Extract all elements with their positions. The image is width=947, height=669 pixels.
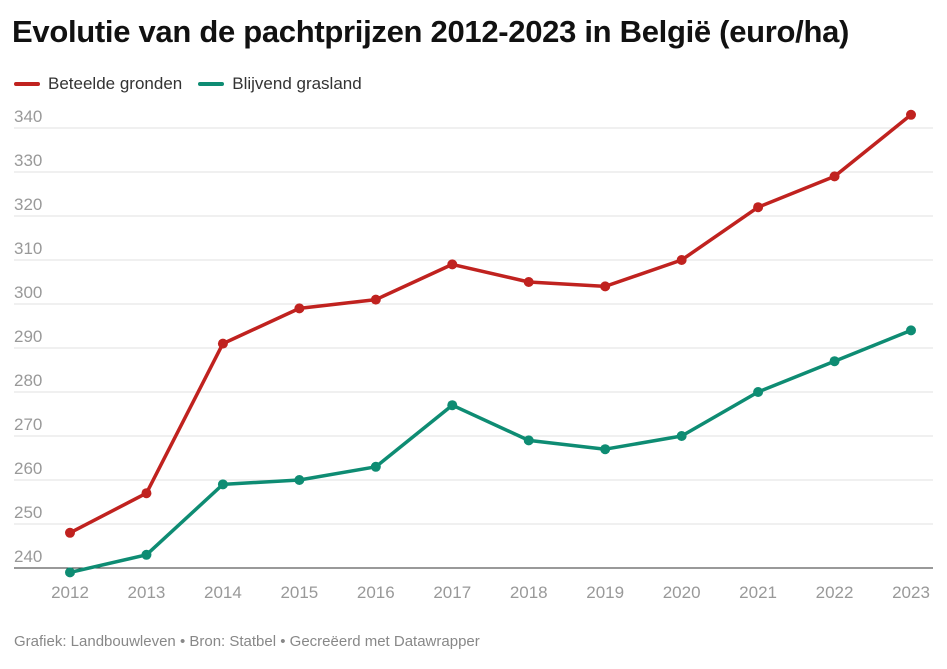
x-tick-label: 2016 xyxy=(357,583,395,602)
y-tick-label: 320 xyxy=(14,195,42,214)
data-point-beteelde-gronden xyxy=(447,259,458,270)
legend-label-beteelde-gronden: Beteelde gronden xyxy=(48,74,183,93)
legend: Beteelde gronden Blijvend grasland xyxy=(14,74,378,94)
y-tick-label: 250 xyxy=(14,503,42,522)
legend-item-blijvend-grasland: Blijvend grasland xyxy=(198,74,362,94)
x-tick-label: 2014 xyxy=(204,583,242,602)
legend-swatch-beteelde-gronden xyxy=(14,82,40,86)
x-tick-label: 2013 xyxy=(128,583,166,602)
data-point-blijvend-grasland xyxy=(447,400,458,411)
data-point-blijvend-grasland xyxy=(141,549,152,560)
chart-title: Evolutie van de pachtprijzen 2012-2023 i… xyxy=(12,14,850,49)
series-layer xyxy=(65,109,916,578)
data-point-blijvend-grasland xyxy=(906,325,916,336)
y-tick-label: 240 xyxy=(14,547,42,566)
data-point-beteelde-gronden xyxy=(370,294,381,305)
series-line-beteelde-gronden xyxy=(68,113,913,535)
data-point-blijvend-grasland xyxy=(600,444,611,455)
x-tick-label: 2022 xyxy=(816,583,854,602)
legend-item-beteelde-gronden: Beteelde gronden xyxy=(14,74,182,94)
y-tick-label: 280 xyxy=(14,371,42,390)
data-point-beteelde-gronden xyxy=(676,255,687,265)
x-tick-label: 2019 xyxy=(586,583,624,602)
x-tick-label: 2012 xyxy=(51,583,89,602)
grid-layer xyxy=(14,127,933,569)
axis-layer: 240 250 260 270 280 290 300 310 320 330 340 2012 201… xyxy=(14,107,930,602)
x-tick-label: 2018 xyxy=(510,583,548,602)
data-point-beteelde-gronden xyxy=(217,338,228,349)
y-tick-label: 300 xyxy=(14,283,42,302)
legend-label-blijvend-grasland: Blijvend grasland xyxy=(232,74,362,93)
data-point-blijvend-grasland xyxy=(753,387,764,397)
data-point-beteelde-gronden xyxy=(141,488,152,499)
data-point-beteelde-gronden xyxy=(65,527,75,538)
x-tick-label: 2015 xyxy=(280,583,318,602)
y-tick-label: 330 xyxy=(14,151,42,170)
data-point-blijvend-grasland xyxy=(65,567,75,578)
data-point-beteelde-gronden xyxy=(753,202,764,213)
data-point-blijvend-grasland xyxy=(829,356,840,367)
x-tick-label: 2017 xyxy=(433,583,471,602)
footer-credits: Grafiek: Landbouwleven • Bron: Statbel •… xyxy=(14,633,480,650)
data-point-blijvend-grasland xyxy=(294,475,305,485)
y-tick-label: 270 xyxy=(14,415,42,434)
data-point-beteelde-gronden xyxy=(829,171,840,182)
x-tick-label: 2023 xyxy=(892,583,930,602)
data-point-beteelde-gronden xyxy=(294,303,305,314)
data-point-blijvend-grasland xyxy=(523,435,534,446)
data-point-blijvend-grasland xyxy=(217,479,228,490)
y-tick-label: 310 xyxy=(14,239,42,258)
y-tick-label: 260 xyxy=(14,459,42,478)
data-point-beteelde-gronden xyxy=(600,281,611,292)
x-tick-label: 2021 xyxy=(739,583,777,602)
legend-swatch-blijvend-grasland xyxy=(198,82,225,86)
data-point-blijvend-grasland xyxy=(676,431,687,441)
x-tick-label: 2020 xyxy=(663,583,701,602)
data-point-beteelde-gronden xyxy=(523,277,534,287)
data-point-blijvend-grasland xyxy=(370,461,381,472)
y-tick-label: 290 xyxy=(14,327,42,346)
y-tick-label: 340 xyxy=(14,107,42,126)
series-line-blijvend-grasland xyxy=(68,328,913,575)
data-point-beteelde-gronden xyxy=(906,109,916,120)
